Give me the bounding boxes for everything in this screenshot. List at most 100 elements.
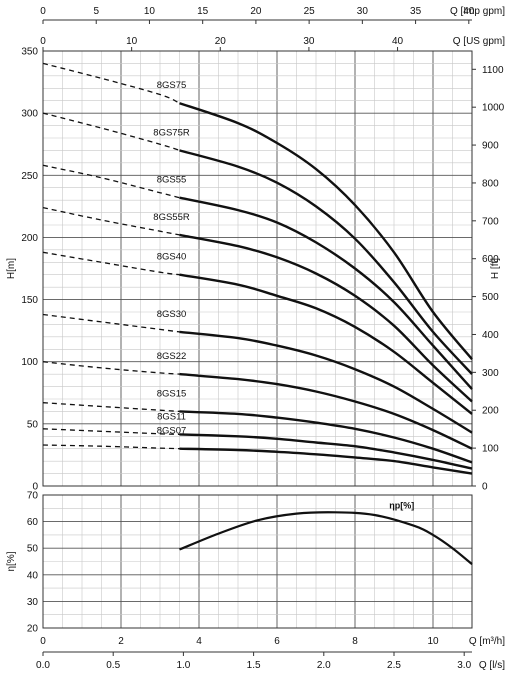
q-m3h-tick-label: 10 — [427, 636, 439, 647]
us-gpm-tick-label: 40 — [392, 36, 404, 47]
imp-gpm-tick-label: 20 — [250, 6, 262, 17]
curve-label-8gs07: 8GS07 — [157, 426, 187, 437]
curve-label-8gs15: 8GS15 — [157, 388, 187, 399]
curve-8gs30-dashed — [42, 313, 180, 333]
q-ls-tick-label: 2.5 — [387, 660, 401, 671]
curve-8gs55r-solid — [179, 233, 473, 403]
efficiency-curve-group: ηp[%] — [179, 500, 473, 566]
efficiency-series-label: ηp[%] — [389, 500, 414, 510]
curve-8gs11-dashed — [42, 428, 180, 436]
imp-gpm-axis-title: Q [Imp gpm] — [450, 6, 505, 17]
imp-gpm-tick-label: 10 — [144, 6, 156, 17]
curve-label-8gs55: 8GS55 — [157, 175, 187, 186]
imp-gpm-tick-label: 15 — [197, 6, 209, 17]
eta-tick-label: 40 — [27, 570, 39, 581]
curve-8gs30-solid — [179, 330, 473, 434]
curve-8gs22-solid — [179, 372, 473, 450]
curve-label-8gs75: 8GS75 — [157, 80, 187, 91]
h-ft-tick-label: 600 — [482, 254, 499, 265]
head-grid — [42, 50, 473, 487]
h-ft-tick-label: 400 — [482, 330, 499, 341]
h-ft-tick-label: 1100 — [482, 65, 504, 76]
q-ls-tick-label: 0.5 — [106, 660, 120, 671]
q-ls-tick-label: 2.0 — [317, 660, 331, 671]
curve-label-8gs40: 8GS40 — [157, 252, 187, 263]
curve-label-8gs22: 8GS22 — [157, 351, 187, 362]
h-ft-tick-label: 300 — [482, 368, 499, 379]
curve-label-8gs30: 8GS30 — [157, 309, 187, 320]
eta-tick-label: 60 — [27, 517, 39, 528]
curve-8gs40-dashed — [42, 251, 180, 276]
q-ls-tick-label: 1.0 — [176, 660, 190, 671]
curve-8gs75-dashed — [42, 62, 180, 104]
h-ft-tick-label: 100 — [482, 444, 499, 455]
curve-8gs07-dashed — [42, 444, 180, 450]
h-m-tick-label: 100 — [21, 357, 38, 368]
q-m3h-tick-label: 0 — [40, 636, 46, 647]
imp-gpm-tick-label: 0 — [40, 6, 46, 17]
q-m3h-tick-label: 4 — [196, 636, 202, 647]
h-m-tick-label: 350 — [21, 47, 38, 58]
imp-gpm-tick-label: 35 — [410, 6, 422, 17]
h-m-tick-label: 200 — [21, 233, 38, 244]
curve-8gs55-dashed — [42, 164, 180, 199]
q-m3h-tick-label: 8 — [352, 636, 358, 647]
q-ls-tick-label: 0.0 — [36, 660, 50, 671]
us-gpm-tick-label: 30 — [303, 36, 315, 47]
curve-8gs55r-dashed — [42, 206, 180, 236]
h-m-tick-label: 50 — [27, 419, 39, 430]
q-m3h-axis-title: Q [m³/h] — [469, 636, 505, 647]
h-m-tick-label: 300 — [21, 109, 38, 120]
h-ft-tick-label: 700 — [482, 216, 499, 227]
head-plot-frame — [42, 50, 473, 487]
us-gpm-tick-label: 20 — [215, 36, 227, 47]
h-ft-tick-label: 1000 — [482, 103, 505, 114]
h-m-tick-label: 250 — [21, 171, 38, 182]
axis-labels: 0 5 10 15 20 25 30 35 40Q [Imp gpm]0 10 20 30 40 Q [U… — [6, 6, 505, 671]
h-m-tick-label: 150 — [21, 295, 38, 306]
h-m-tick-label: 0 — [32, 482, 38, 493]
q-ls-tick-label: 3.0 — [457, 660, 471, 671]
us-gpm-tick-label: 0 — [40, 36, 46, 47]
q-m3h-tick-label: 6 — [274, 636, 280, 647]
h-ft-tick-label: 200 — [482, 406, 499, 417]
eta-axis-title: η[%] — [6, 551, 17, 571]
curve-8gs15-solid — [179, 410, 473, 464]
us-gpm-tick-label: 10 — [126, 36, 138, 47]
imp-gpm-tick-label: 5 — [93, 6, 99, 17]
curve-label-8gs11: 8GS11 — [157, 411, 186, 422]
curve-8gs75r-solid — [179, 149, 473, 375]
curve-8gs07-solid — [179, 447, 473, 475]
curve-8gs11-solid — [179, 433, 473, 470]
q-ls-axis-title: Q [l/s] — [479, 660, 505, 671]
q-ls-tick-label: 1.5 — [247, 660, 261, 671]
curve-label-8gs55r: 8GS55R — [153, 212, 190, 223]
curve-8gs75-solid — [179, 102, 473, 360]
eta-tick-label: 20 — [27, 624, 39, 635]
imp-gpm-tick-label: 25 — [304, 6, 316, 17]
head-curves: 8GS75 8GS75R 8GS55 8GS55R 8GS40 8GS30 8GS22 8GS… — [42, 62, 473, 475]
imp-gpm-tick-label: 30 — [357, 6, 369, 17]
us-gpm-axis-title: Q [US gpm] — [453, 36, 505, 47]
h-ft-axis-title: H [ft] — [490, 258, 501, 279]
eta-tick-label: 50 — [27, 544, 39, 555]
h-ft-tick-label: 500 — [482, 292, 499, 303]
q-m3h-tick-label: 2 — [118, 636, 124, 647]
curve-8gs40-solid — [179, 273, 473, 415]
curve-label-8gs75r: 8GS75R — [153, 127, 190, 138]
eta-tick-label: 70 — [27, 491, 39, 502]
eta-tick-label: 30 — [27, 597, 39, 608]
curve-8gs22-dashed — [42, 361, 180, 375]
efficiency-plot-frame — [42, 494, 473, 629]
curve-8gs55-solid — [179, 196, 473, 390]
h-ft-tick-label: 800 — [482, 178, 499, 189]
curve-8gs75r-dashed — [42, 112, 180, 152]
efficiency-grid — [42, 494, 473, 629]
imp-gpm-tick-label: 40 — [463, 6, 475, 17]
h-m-axis-title: H[m] — [6, 258, 17, 279]
curve-8gs15-dashed — [42, 402, 180, 413]
h-ft-tick-label: 900 — [482, 141, 499, 152]
h-ft-tick-label: 0 — [482, 482, 488, 493]
efficiency-curve — [179, 511, 473, 566]
